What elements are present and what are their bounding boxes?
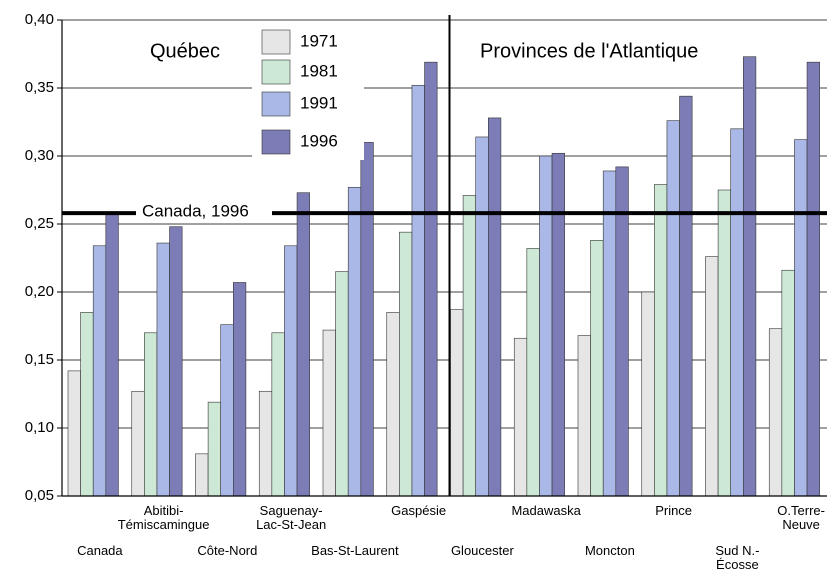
bar: [67, 370, 81, 497]
legend-swatch: [261, 129, 291, 155]
bar: [679, 95, 693, 497]
x-tick-label: Sud N.-Écosse: [715, 543, 759, 572]
bar: [386, 312, 400, 497]
bar: [590, 240, 604, 497]
bar: [424, 61, 438, 497]
legend-swatch: [261, 91, 291, 117]
reference-label: Canada, 1996: [142, 202, 249, 221]
y-tick-label: 0,35: [25, 79, 54, 96]
y-tick-label: 0,25: [25, 215, 54, 232]
bar: [131, 390, 145, 497]
bar: [615, 166, 629, 497]
y-tick-label: 0,30: [25, 147, 54, 164]
bar: [399, 231, 413, 497]
bar: [462, 195, 477, 497]
legend-swatch: [261, 59, 291, 85]
bar: [806, 61, 820, 497]
bar: [666, 120, 680, 497]
bar: [794, 139, 808, 497]
region-label: Provinces de l'Atlantique: [480, 40, 698, 62]
bar: [347, 186, 362, 497]
bar: [487, 117, 502, 497]
x-tick-label: Gaspésie: [391, 503, 446, 518]
bar: [322, 329, 336, 497]
bar: [258, 390, 273, 497]
x-tick-label: Bas-St-Laurent: [311, 543, 399, 558]
region-label: Québec: [150, 40, 220, 62]
bar: [475, 136, 489, 497]
x-tick-label: Madawaska: [511, 503, 581, 518]
bar: [284, 245, 298, 497]
y-tick-label: 0,15: [25, 351, 54, 368]
bar: [207, 401, 222, 497]
bar: [105, 212, 119, 497]
x-tick-label: Prince: [655, 503, 692, 518]
y-tick-label: 0,40: [25, 11, 54, 28]
reference-label-bg: [136, 201, 272, 224]
bar: [513, 337, 528, 497]
bar: [768, 328, 783, 497]
bar: [80, 312, 94, 497]
legend-label: 1991: [300, 93, 338, 112]
bar: [233, 282, 247, 497]
bar: [144, 332, 158, 497]
x-tick-label: Gloucester: [451, 543, 515, 558]
bar: [526, 248, 540, 497]
bar: [539, 155, 553, 497]
bar: [717, 189, 731, 497]
y-tick-label: 0,10: [25, 419, 54, 436]
x-tick-label: Moncton: [585, 543, 635, 558]
bar: [296, 192, 310, 497]
bar: [360, 142, 374, 497]
x-tick-label: O.Terre-Neuve: [777, 503, 825, 532]
legend-swatch: [261, 29, 291, 55]
y-tick-label: 0,20: [25, 283, 54, 300]
bar: [195, 453, 209, 497]
bar: [781, 269, 795, 497]
x-tick-label: Côte-Nord: [197, 543, 257, 558]
bar: [641, 291, 655, 497]
y-tick-label: 0,05: [25, 487, 54, 504]
legend-label: 1996: [300, 131, 338, 150]
bar: [577, 335, 591, 497]
bar: [335, 271, 349, 497]
legend-label: 1971: [300, 31, 338, 50]
bar: [602, 170, 617, 497]
legend-label: 1981: [300, 61, 338, 80]
x-tick-label: Saguenay-Lac-St-Jean: [256, 503, 326, 532]
x-tick-label: Abitibi-Témiscamingue: [118, 503, 210, 532]
bar: [92, 245, 107, 497]
bar: [169, 226, 183, 497]
bar: [220, 324, 234, 497]
bar: [156, 242, 170, 497]
bar: [730, 128, 744, 497]
bar: [705, 256, 719, 497]
bar: [742, 56, 757, 497]
bar: [271, 332, 285, 497]
bar: [411, 84, 425, 497]
bar: [450, 309, 464, 497]
bar: [551, 152, 565, 497]
bar: [654, 184, 668, 497]
x-tick-label: Canada: [77, 543, 123, 558]
